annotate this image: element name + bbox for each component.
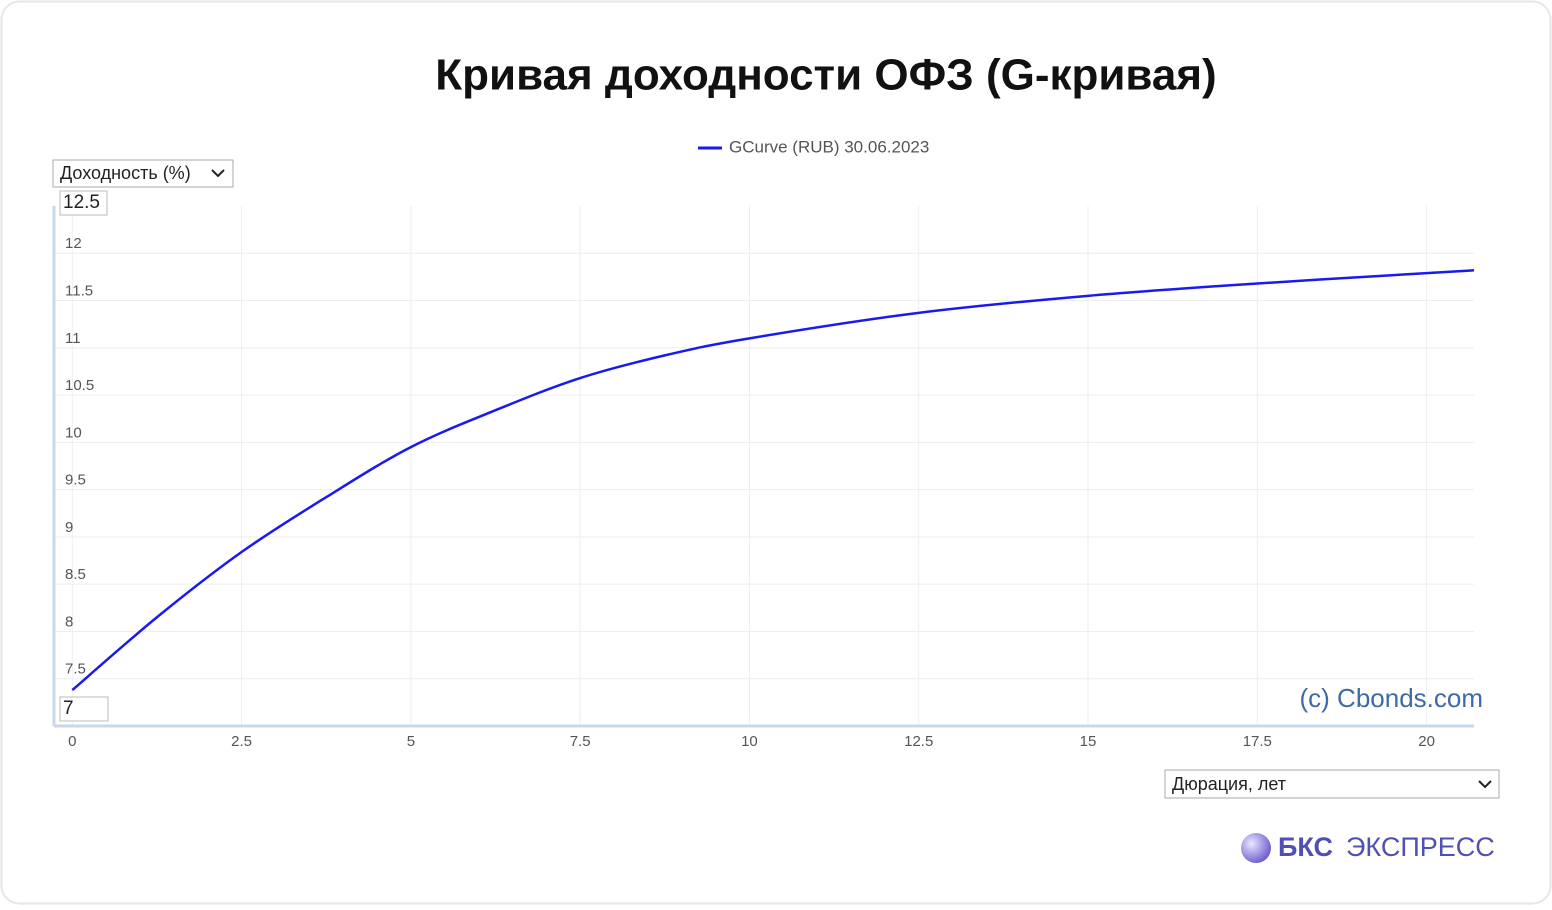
watermark: (c) Cbonds.com bbox=[1300, 683, 1484, 713]
logo-bold: БКС bbox=[1278, 832, 1333, 862]
x-tick-label: 7.5 bbox=[570, 733, 591, 750]
y-tick-label: 9.5 bbox=[65, 472, 86, 489]
ylim-input[interactable] bbox=[59, 696, 109, 722]
ylim-input[interactable] bbox=[59, 190, 108, 216]
y-tick-label: 11 bbox=[65, 330, 81, 347]
x-tick-label: 17.5 bbox=[1243, 733, 1272, 750]
x-tick-label: 5 bbox=[407, 733, 415, 750]
chart-title: Кривая доходности ОФЗ (G-кривая) bbox=[435, 51, 1216, 100]
legend-label: GCurve (RUB) 30.06.2023 bbox=[729, 137, 929, 156]
dropdown-box[interactable] bbox=[1164, 769, 1500, 799]
y-tick-label: 9 bbox=[65, 519, 73, 536]
x-tick-label: 15 bbox=[1080, 733, 1097, 750]
x-tick-label: 12.5 bbox=[904, 733, 933, 750]
x-tick-label: 10 bbox=[741, 733, 758, 750]
x-selector[interactable]: Дюрация, лет bbox=[1164, 769, 1500, 799]
chevron[interactable] bbox=[1478, 780, 1492, 789]
logo-icon bbox=[1241, 833, 1271, 863]
x-tick-label: 2.5 bbox=[231, 733, 252, 750]
y-tick-label: 8 bbox=[65, 613, 73, 630]
curve bbox=[71, 269, 1475, 692]
y-tick-label: 7.5 bbox=[65, 661, 86, 678]
y-tick-label: 10.5 bbox=[65, 377, 94, 394]
logo-text: ЭКСПРЕСС bbox=[1346, 832, 1495, 862]
dropdown-box[interactable] bbox=[52, 159, 234, 188]
x-tick-label: 0 bbox=[68, 733, 76, 750]
y-tick-label: 10 bbox=[65, 424, 82, 441]
y-tick-label: 12 bbox=[65, 235, 82, 252]
x-tick-label: 20 bbox=[1418, 733, 1435, 750]
y-tick-label: 8.5 bbox=[65, 566, 86, 583]
ylim-value: 12.5 bbox=[63, 192, 100, 213]
y-tick-label: 11.5 bbox=[65, 283, 93, 300]
ylim-value: 7 bbox=[63, 698, 74, 719]
y-selector[interactable]: Доходность (%) bbox=[52, 159, 234, 188]
chevron[interactable] bbox=[211, 169, 225, 178]
dropdown-label[interactable]: Дюрация, лет bbox=[1172, 774, 1286, 794]
dropdown-label[interactable]: Доходность (%) bbox=[60, 163, 191, 183]
